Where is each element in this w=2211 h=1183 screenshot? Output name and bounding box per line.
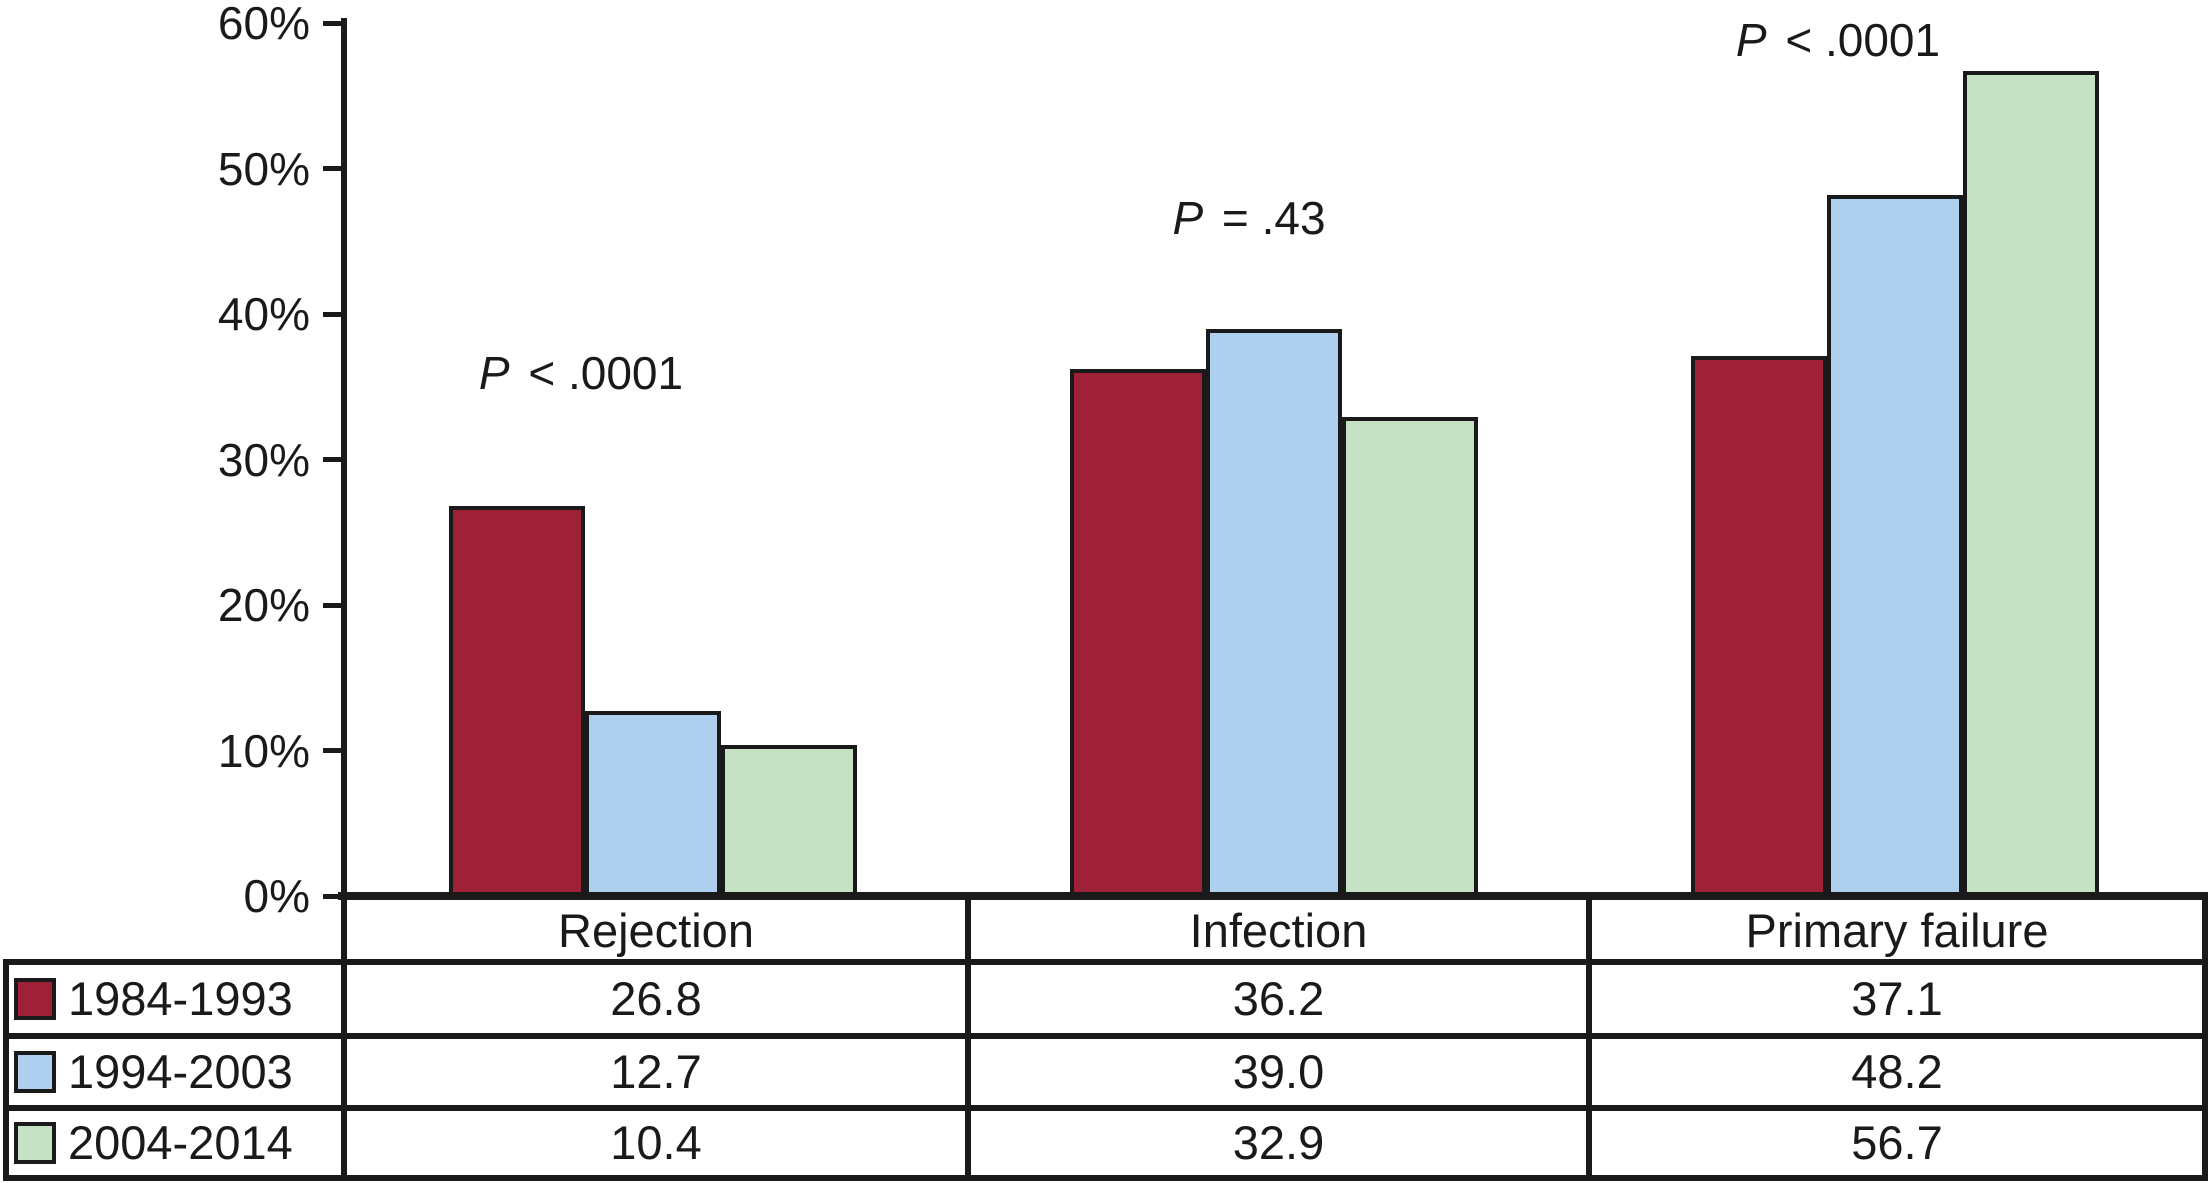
value-cell: 48.2 — [1851, 1045, 1943, 1098]
value-cell: 10.4 — [610, 1116, 702, 1169]
y-axis-tick-label: 40% — [217, 288, 310, 340]
p-value-text: < .0001 — [1772, 14, 1941, 66]
y-axis-tick-label: 0% — [243, 870, 310, 922]
bar-1994-2003-rejection — [584, 711, 721, 898]
table-row-line — [3, 1033, 2208, 1039]
y-axis-tick-label: 50% — [217, 142, 310, 195]
value-cell: 26.8 — [610, 972, 702, 1025]
y-axis-tick — [323, 602, 341, 608]
p-value-annotation: P = .43 — [1019, 192, 1479, 244]
bar-1984-1993-infection — [1069, 369, 1206, 898]
y-axis-tick-label: 20% — [217, 579, 310, 631]
legend-swatch-1984-1993 — [14, 978, 56, 1020]
p-value-text: < .0001 — [515, 347, 684, 399]
p-value-symbol: P — [1735, 14, 1767, 66]
y-axis-tick-label: 60% — [217, 0, 310, 49]
y-axis-tick — [323, 166, 341, 171]
bar-1984-1993-primary-failure — [1690, 356, 1827, 898]
value-cell: 36.2 — [1232, 972, 1325, 1025]
table-row-line — [3, 1175, 2208, 1181]
p-value-text: = .43 — [1209, 192, 1326, 244]
x-axis-baseline — [338, 892, 2208, 900]
y-axis-tick — [323, 893, 341, 899]
table-border-right — [2202, 900, 2208, 1181]
y-axis-tick — [323, 20, 341, 26]
y-axis-tick-label: 30% — [217, 433, 310, 486]
bar-2004-2014-infection — [1341, 417, 1478, 898]
y-axis-line — [341, 18, 347, 900]
table-divider-1 — [965, 900, 971, 1181]
y-axis-tick — [323, 457, 341, 462]
p-value-symbol: P — [1172, 192, 1204, 244]
value-cell: 39.0 — [1232, 1045, 1325, 1098]
legend-label-2004-2014: 2004-2014 — [68, 1116, 293, 1169]
y-axis-tick — [323, 748, 341, 753]
bar-2004-2014-primary-failure — [1962, 71, 2099, 898]
value-cell: 32.9 — [1232, 1116, 1325, 1169]
legend-label-1994-2003: 1994-2003 — [68, 1045, 293, 1098]
y-axis-tick-label: 10% — [217, 724, 310, 777]
bar-1994-2003-infection — [1205, 328, 1342, 898]
p-value-annotation: P < .0001 — [1608, 14, 2068, 66]
value-cell: 37.1 — [1851, 972, 1943, 1025]
bar-2004-2014-rejection — [720, 744, 857, 898]
category-header-primary-failure: Primary failure — [1745, 903, 2049, 957]
bar-1994-2003-primary-failure — [1826, 194, 1963, 898]
legend-swatch-1994-2003 — [14, 1051, 56, 1093]
p-value-symbol: P — [478, 347, 510, 399]
value-cell: 12.7 — [610, 1045, 702, 1098]
table-border-left — [3, 965, 9, 1181]
category-header-infection: Infection — [1189, 903, 1368, 957]
p-value-annotation: P < .0001 — [351, 347, 811, 399]
y-axis-tick — [323, 311, 341, 317]
legend-label-1984-1993: 1984-1993 — [68, 972, 293, 1025]
table-row-line — [3, 1105, 2208, 1111]
table-row-line — [3, 959, 2208, 965]
category-header-rejection: Rejection — [558, 903, 754, 957]
legend-swatch-2004-2014 — [14, 1122, 56, 1164]
value-cell: 56.7 — [1851, 1116, 1943, 1169]
bar-1984-1993-rejection — [448, 506, 585, 898]
table-divider-2 — [1586, 900, 1592, 1181]
